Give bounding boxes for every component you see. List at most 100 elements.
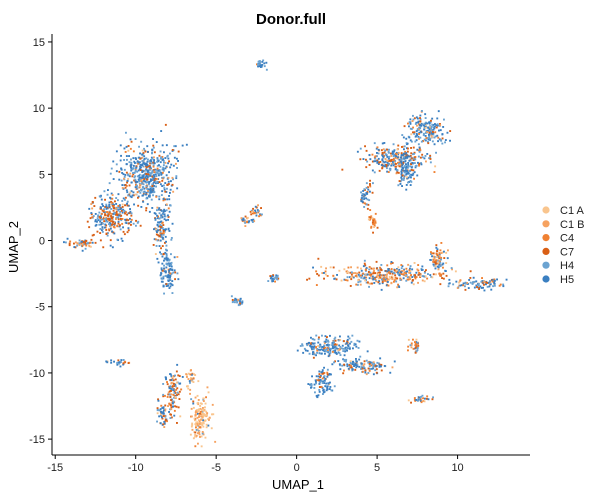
data-point [177,160,179,162]
data-point [403,166,405,169]
data-point [202,408,205,411]
data-point [163,421,166,423]
data-point [185,373,188,376]
data-point [204,406,206,409]
data-point [101,229,103,232]
data-point [122,226,124,229]
data-point [118,214,121,217]
data-point [108,229,111,232]
data-point [418,163,420,166]
data-point [427,273,429,275]
data-point [346,271,349,274]
data-point [240,302,243,305]
data-point [180,388,183,391]
data-point [169,373,172,376]
data-point [387,157,390,160]
data-point [158,164,160,167]
data-point [161,179,164,182]
data-point [107,217,110,220]
data-point [439,249,442,252]
data-point [323,342,326,345]
data-point [310,342,313,344]
data-point [303,347,306,350]
data-point [329,334,331,337]
data-point [379,267,382,270]
data-point [339,335,341,338]
data-point [112,231,115,234]
data-point [418,150,421,153]
data-point [161,245,164,247]
data-point [149,180,152,182]
data-point [321,380,324,383]
data-point [323,340,326,343]
data-point [306,344,309,347]
data-point [189,369,192,372]
data-point [174,374,176,377]
data-point [414,351,417,354]
data-point [337,360,340,362]
data-point [371,169,374,172]
data-point [134,175,137,178]
data-point [315,375,318,378]
data-point [359,280,362,283]
data-point [425,160,427,163]
data-point [362,365,365,368]
data-point [384,278,387,281]
data-point [417,121,419,124]
data-point [440,273,443,276]
data-point [435,124,438,127]
data-point [418,133,420,135]
data-point [486,281,488,284]
data-point [106,234,109,237]
data-point [431,123,434,126]
data-point [438,129,440,132]
data-point [250,213,253,216]
data-point [357,281,360,284]
data-point [329,381,331,384]
data-point [377,281,380,284]
data-point [408,125,410,128]
data-point [132,150,135,153]
data-point [365,268,367,271]
data-point [167,393,170,396]
data-point [318,390,321,393]
data-point [397,151,400,154]
data-point [167,391,170,394]
data-point [349,360,352,363]
data-point [301,343,304,346]
data-point [356,365,359,368]
data-point [196,423,199,425]
data-point [489,283,492,286]
data-point [197,428,199,431]
data-point [403,125,406,128]
data-point [435,259,437,262]
data-point [318,373,321,376]
data-point [140,140,143,143]
data-point [154,168,157,171]
data-point [108,211,111,214]
data-point [211,413,213,416]
data-point [392,164,395,167]
data-point [192,400,195,403]
data-point [134,180,137,183]
data-point [363,196,366,199]
data-point [191,424,194,426]
data-point [427,398,430,401]
data-point [161,156,164,158]
data-point [397,144,400,147]
data-point [196,416,199,419]
data-point [107,189,109,191]
data-point [315,346,317,348]
data-point [138,182,141,185]
data-point [170,237,173,239]
data-point [380,274,383,277]
data-point [172,178,174,181]
data-point [334,349,337,352]
data-point [155,171,158,174]
data-point [169,282,172,285]
data-point [168,276,171,279]
data-point [119,159,122,162]
data-point [252,218,255,221]
data-point [191,422,194,425]
data-point [338,352,341,355]
